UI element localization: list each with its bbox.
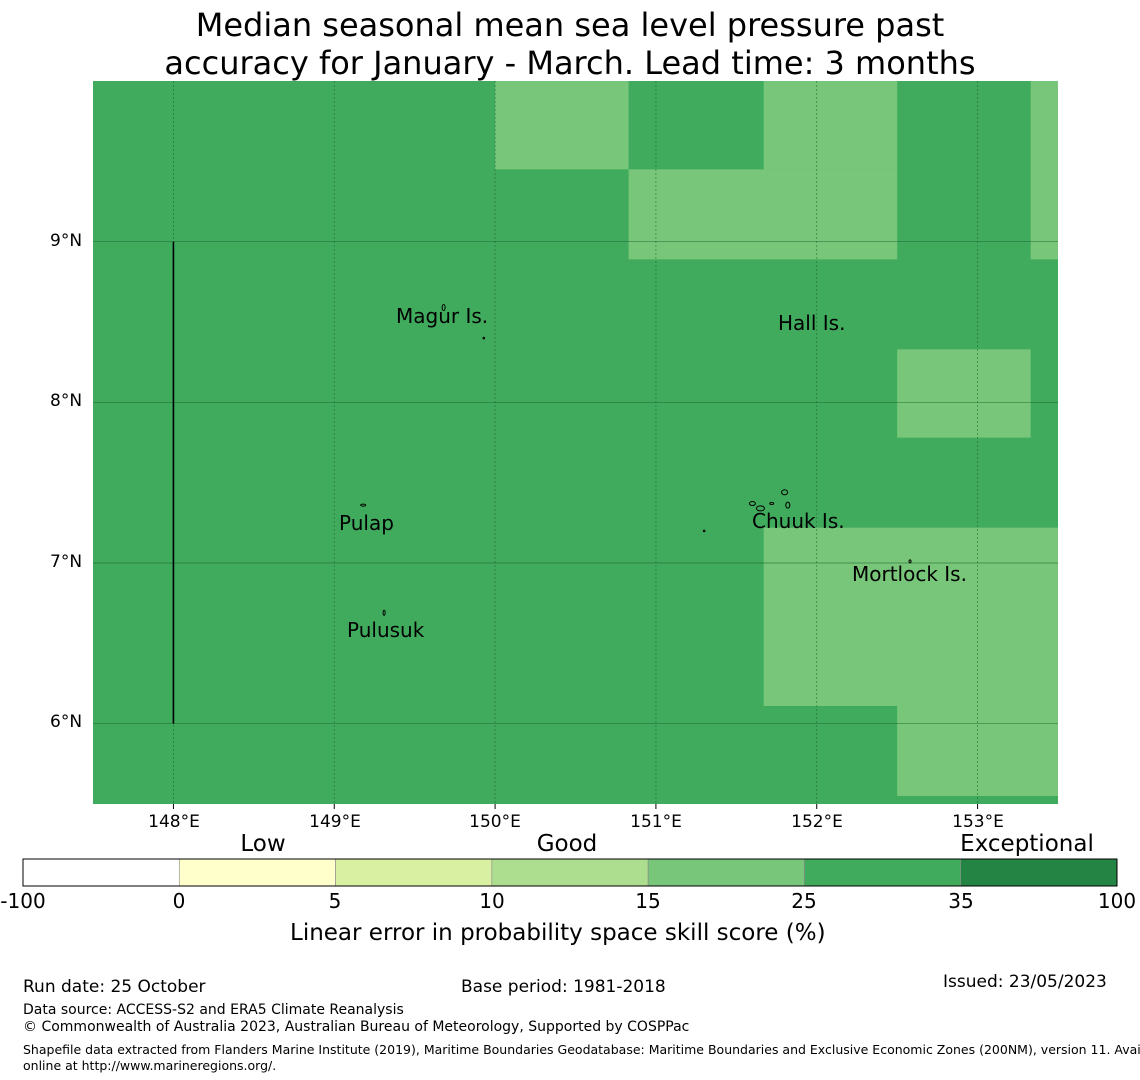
lat-tick-label: 8°N [50,391,83,411]
colorbar-swatch [804,858,962,887]
colorbar-swatch [335,858,493,887]
place-label-hall: Hall Is. [778,311,846,335]
copyright: © Commonwealth of Australia 2023, Austra… [23,1019,690,1035]
figure-title: Median seasonal mean sea level pressure … [0,6,1140,82]
island-outline [360,503,367,507]
colorbar-axis-label: Linear error in probability space skill … [290,920,826,946]
skill-cell [897,349,1031,438]
title-line-2: accuracy for January - March. Lead time:… [164,44,976,82]
place-label-chuuk: Chuuk Is. [752,509,845,533]
colorbar-swatch [960,858,1118,887]
map-panel [93,81,1058,809]
place-label-magur: Magur Is. [396,304,489,328]
skill-cell [763,527,1058,706]
colorbar-tick-label: 25 [791,889,817,913]
island-outline [482,336,486,340]
island-outline [441,304,446,312]
colorbar-tick-label: 5 [328,889,342,913]
skill-cell [1030,81,1058,260]
place-label-pulap: Pulap [339,511,394,535]
colorbar [22,858,1118,887]
island-outline [769,502,775,506]
lon-tick-label: 150°E [469,812,521,832]
colorbar-tick-label: 0 [172,889,186,913]
lon-tick-label: 153°E [952,812,1004,832]
legend-category-good: Good [536,831,598,857]
colorbar-tick-label: 15 [635,889,661,913]
legend-category-exceptional: Exceptional [960,831,1094,857]
island-outline [702,529,706,533]
legend-category-low: Low [240,831,286,857]
colorbar-outline [22,858,1118,887]
lon-tick-label: 148°E [148,812,200,832]
island-outline [781,489,789,496]
island-outline [908,559,912,564]
colorbar-tick-label: 10 [479,889,505,913]
run-date: Run date: 25 October [23,977,206,997]
shapefile-credit-line-1: Shapefile data extracted from Flanders M… [23,1042,1140,1057]
lat-tick-label: 6°N [50,712,83,732]
base-period: Base period: 1981-2018 [461,977,666,997]
skill-cell [763,81,898,170]
skill-cell [495,81,629,170]
lat-tick-label: 7°N [50,552,83,572]
island-outline [755,505,765,512]
issued-date: Issued: 23/05/2023 [943,972,1107,992]
shapefile-credit-line-2: online at http://www.marineregions.org/. [23,1058,277,1073]
colorbar-swatch [178,858,336,887]
lon-tick-label: 149°E [309,812,361,832]
lat-tick-label: 9°N [50,231,83,251]
island-outline [785,501,791,509]
colorbar-tick-label: 35 [948,889,974,913]
colorbar-swatch [647,858,805,887]
title-line-1: Median seasonal mean sea level pressure … [195,6,945,44]
colorbar-swatch [22,858,180,887]
data-source: Data source: ACCESS-S2 and ERA5 Climate … [23,1002,404,1018]
place-label-pulusuk: Pulusuk [347,618,425,642]
colorbar-tick-label: -100 [0,889,46,913]
colorbar-tick-label: 100 [1097,889,1137,913]
island-outline [748,501,756,507]
skill-cell [628,169,898,260]
lon-tick-label: 152°E [791,812,843,832]
lon-tick-label: 151°E [630,812,682,832]
place-label-mortlock: Mortlock Is. [852,562,967,586]
colorbar-swatch [491,858,649,887]
island-outline [382,609,386,616]
